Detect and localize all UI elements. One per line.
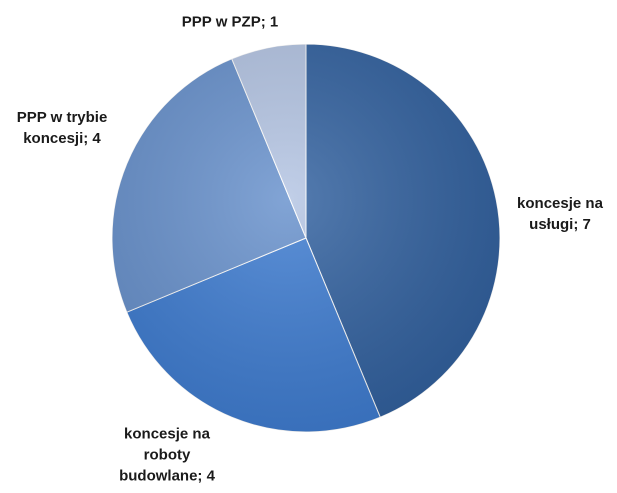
slice-label: koncesje na usługi; 7 [517,195,603,233]
slice-label: koncesje na roboty budowlane; 4 [119,425,215,485]
slice-label: PPP w PZP; 1 [181,13,279,31]
slice-label: PPP w trybie koncesji; 4 [16,109,108,147]
